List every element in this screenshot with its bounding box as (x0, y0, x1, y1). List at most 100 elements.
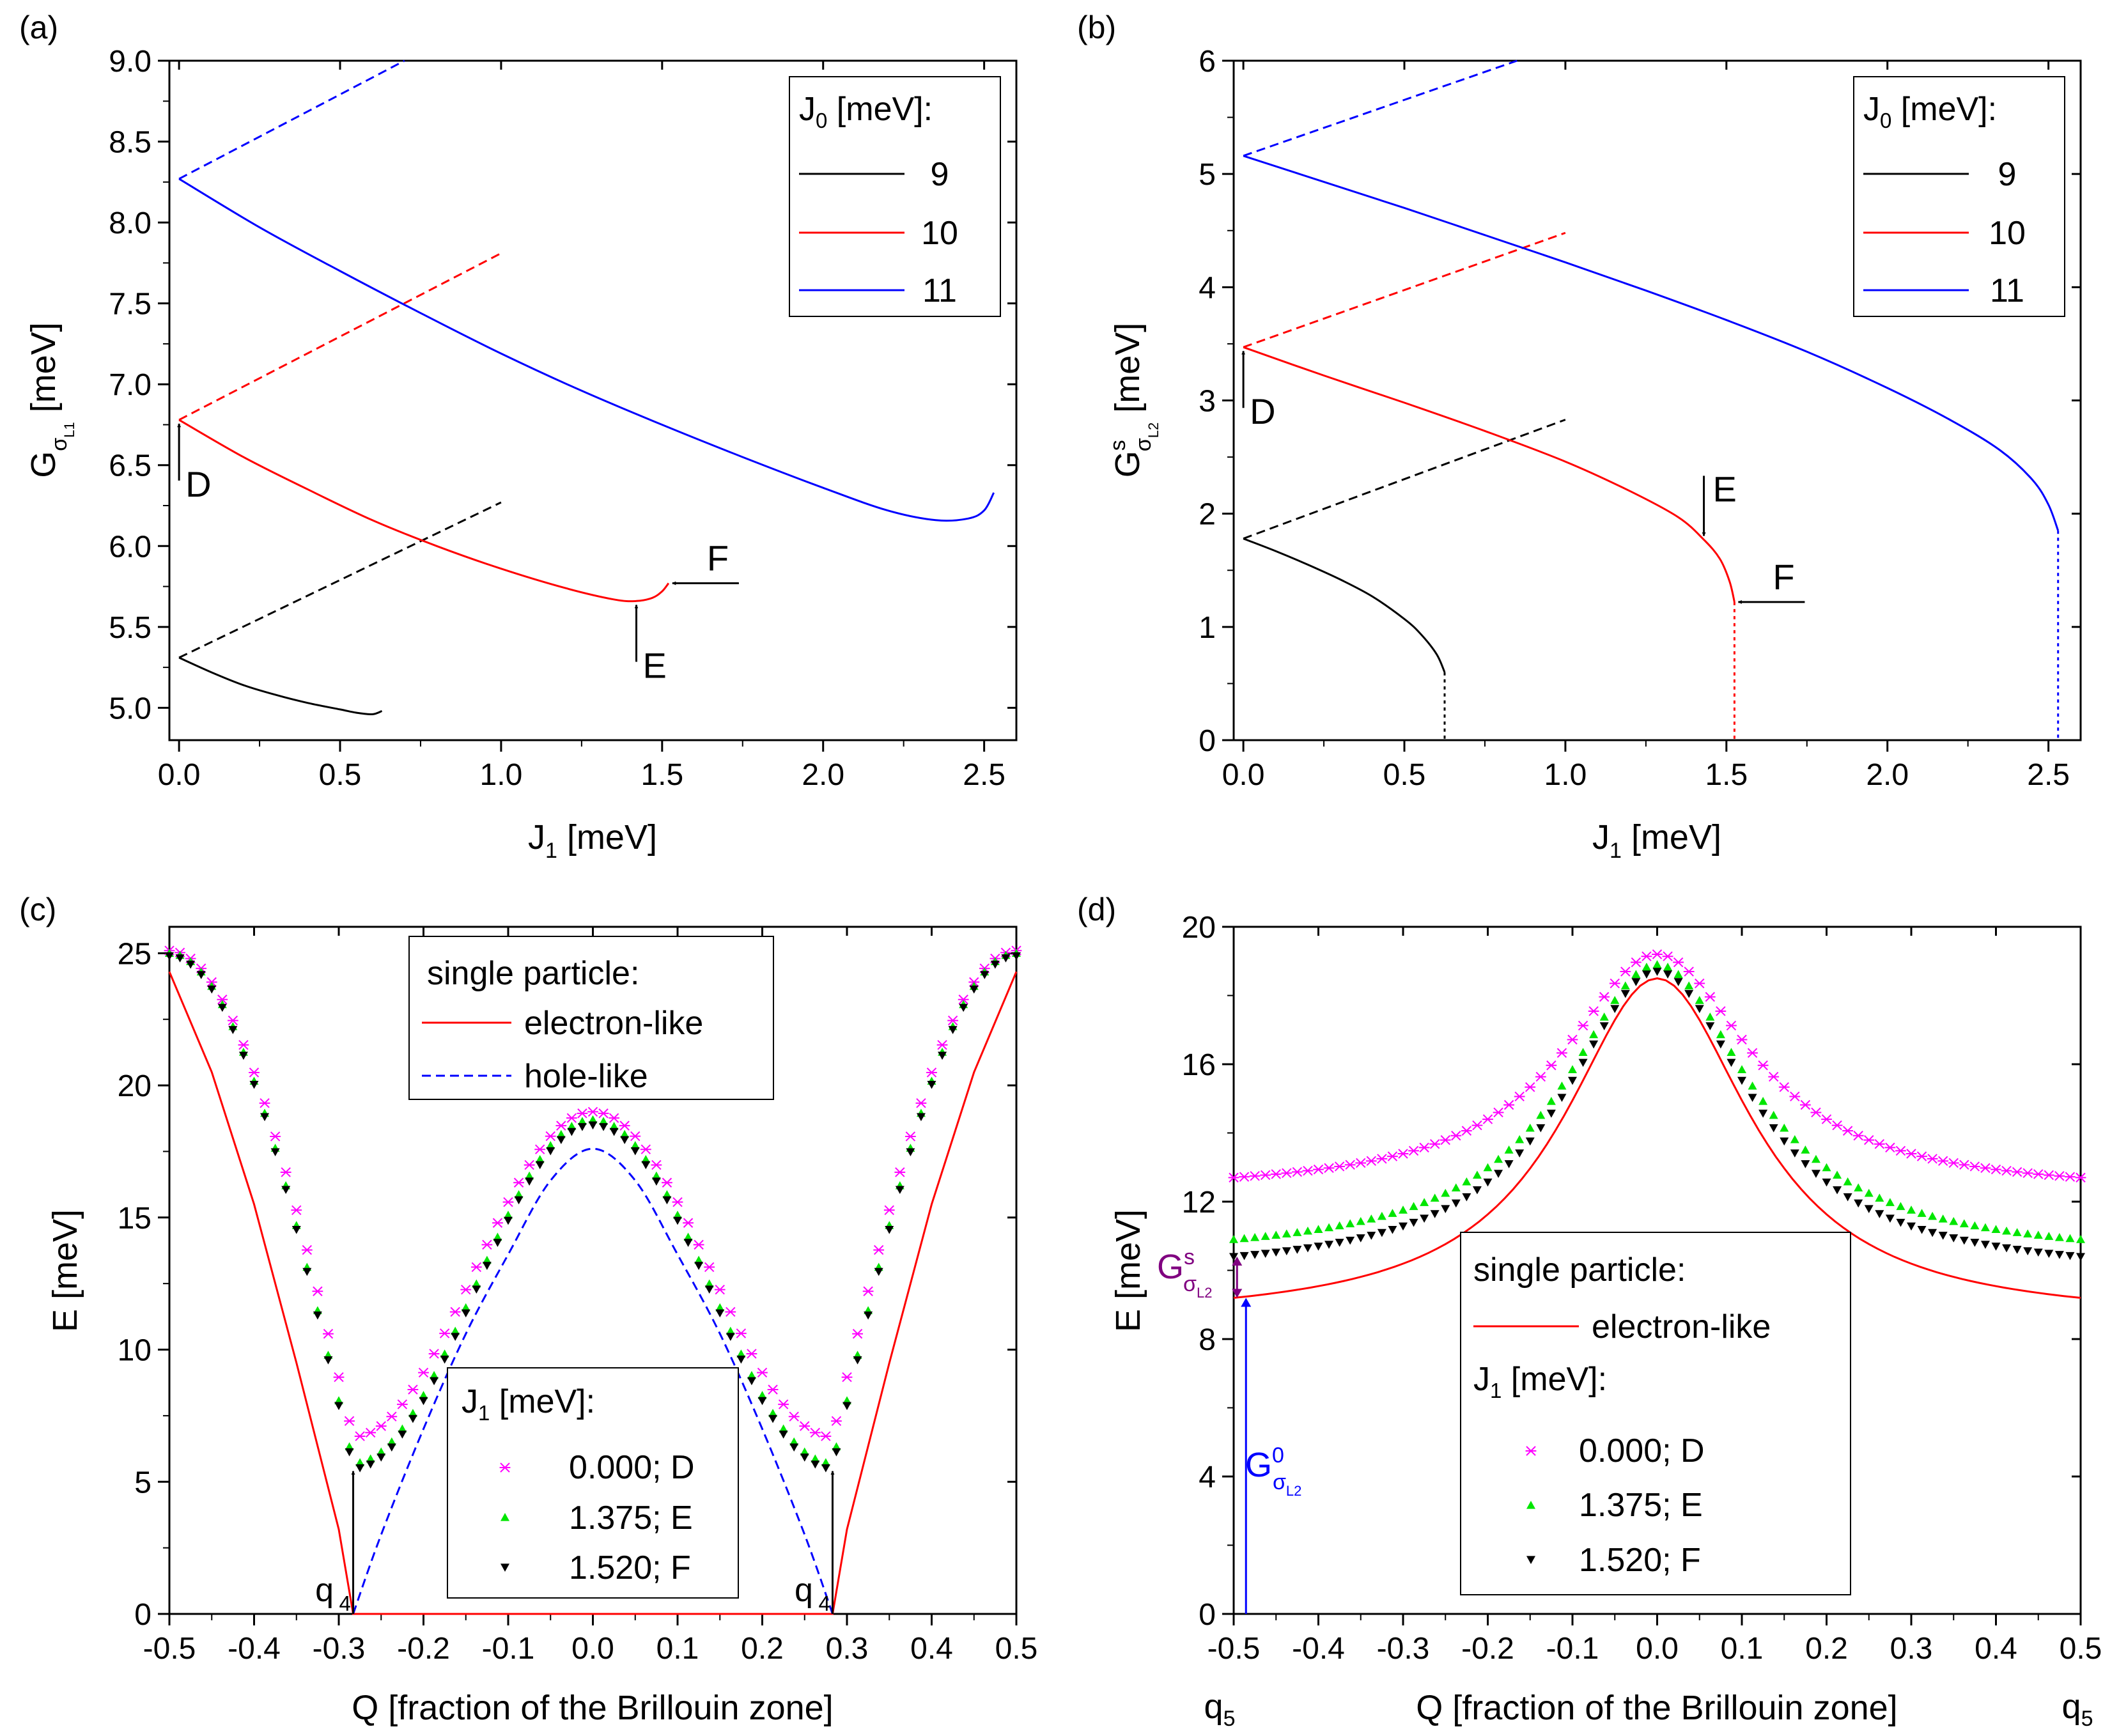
marker-d-1-19 (1430, 1193, 1440, 1202)
marker-c-0-22 (396, 1399, 408, 1409)
marker-d-0-1 (1239, 1172, 1250, 1182)
x-tick-label-c-5: 0.0 (571, 1632, 614, 1666)
marker-d-0-79 (2065, 1172, 2076, 1182)
marker-d-2-23 (1472, 1186, 1482, 1195)
marker-d-0-44 (1694, 978, 1705, 989)
marker-d-1-60 (1864, 1188, 1874, 1197)
y-tick-label-a-4: 7.0 (109, 368, 151, 402)
marker-d-0-10 (1334, 1161, 1346, 1172)
marker-c-2-66 (864, 1311, 873, 1320)
marker-d-1-79 (2065, 1234, 2075, 1243)
marker-d-1-78 (2054, 1233, 2064, 1241)
marker-d-2-27 (1515, 1149, 1525, 1158)
marker-c-1-20 (376, 1447, 386, 1456)
marker-c-1-59 (789, 1437, 799, 1446)
y-tick-label-a-6: 8.0 (109, 206, 151, 240)
marker-d-0-53 (1789, 1091, 1801, 1102)
marker-d-2-65 (1917, 1225, 1927, 1234)
marker-d-1-46 (1716, 1030, 1725, 1039)
marker-d-2-14 (1377, 1228, 1386, 1237)
x-tick-label-d-3: -0.2 (1461, 1632, 1514, 1666)
marker-d-1-42 (1673, 970, 1683, 979)
marker-d-0-8 (1313, 1164, 1324, 1175)
x-tick-label-c-1: -0.4 (228, 1632, 281, 1666)
marker-c-0-49 (683, 1218, 694, 1228)
marker-c-2-65 (853, 1356, 862, 1365)
marker-d-0-70 (1969, 1161, 1980, 1172)
marker-d-0-21 (1450, 1131, 1462, 1141)
marker-d-2-44 (1695, 1005, 1704, 1014)
annotation-label-b-0: D (1250, 391, 1275, 431)
marker-d-1-21 (1451, 1183, 1461, 1191)
marker-c-0-64 (841, 1372, 853, 1383)
marker-c-0-37 (555, 1120, 567, 1131)
marker-d-0-35 (1599, 991, 1610, 1002)
x-tick-label-b-5: 2.5 (2027, 758, 2070, 792)
marker-d-1-50 (1758, 1096, 1768, 1105)
marker-d-0-28 (1525, 1082, 1536, 1092)
marker-d-2-50 (1758, 1110, 1768, 1118)
marker-c-2-21 (387, 1443, 396, 1452)
marker-d-2-32 (1568, 1076, 1577, 1085)
marker-d-2-72 (1991, 1243, 2001, 1251)
marker-c-0-17 (344, 1416, 355, 1426)
marker-d-1-40 (1652, 960, 1662, 968)
marker-d-1-7 (1303, 1226, 1312, 1235)
y-axis-label-a: GσL1 [meV] (24, 322, 77, 478)
marker-d-2-40 (1652, 968, 1662, 976)
marker-c-0-13 (301, 1244, 313, 1255)
marker-d-1-69 (1959, 1219, 1969, 1228)
marker-d-2-68 (1949, 1234, 1959, 1243)
marker-c-2-34 (525, 1177, 534, 1186)
x-axis-ticks-c: -0.5 -0.4 -0.3 -0.2 -0.1 0.0 0.1 0.2 0.3 0.4 0.5 (143, 927, 1037, 1666)
marker-d-2-29 (1536, 1124, 1546, 1133)
y-axis-label-b: GsσL2 [meV] (1106, 323, 1161, 478)
x-tick-label-c-8: 0.3 (826, 1632, 869, 1666)
marker-c-1-30 (482, 1255, 492, 1264)
y-axis-label-d: E [meV] (1109, 1209, 1147, 1332)
marker-d-0-18 (1418, 1142, 1430, 1153)
marker-c-2-55 (747, 1377, 756, 1386)
marker-c-1-35 (535, 1154, 545, 1163)
marker-d-0-4 (1270, 1169, 1282, 1179)
marker-c-1-19 (366, 1454, 375, 1462)
marker-d-1-72 (1991, 1225, 2001, 1234)
marker-d-1-0 (1229, 1235, 1238, 1243)
y-tick-label-a-8: 9.0 (109, 45, 151, 79)
marker-c-2-67 (874, 1267, 883, 1276)
marker-d-0-59 (1852, 1131, 1864, 1141)
marker-d-1-57 (1833, 1170, 1842, 1179)
marker-c-2-15 (323, 1356, 333, 1365)
marker-d-1-38 (1631, 970, 1641, 979)
marker-c-2-61 (811, 1461, 820, 1469)
marker-c-2-23 (408, 1414, 417, 1423)
annotation-label-a-0: D (185, 464, 211, 504)
marker-d-1-6 (1292, 1228, 1302, 1236)
marker-d-1-15 (1388, 1209, 1397, 1217)
legend-label-a-9: 9 (931, 156, 949, 193)
marker-c-0-50 (693, 1239, 704, 1250)
marker-d-1-33 (1578, 1048, 1588, 1056)
x-tick-label-d-8: 0.3 (1890, 1632, 1933, 1666)
marker-d-1-44 (1695, 996, 1704, 1004)
marker-d-0-67 (1937, 1156, 1949, 1166)
marker-c-2-4 (207, 985, 217, 994)
marker-d-1-66 (1928, 1211, 1937, 1220)
marker-c-2-17 (345, 1448, 354, 1457)
g0-label: G0 σL2 (1245, 1443, 1301, 1499)
marker-c-0-14 (312, 1286, 323, 1296)
y-tick-label-b-2: 2 (1199, 498, 1216, 532)
marker-d-1-51 (1769, 1110, 1778, 1119)
y-tick-label-c-0: 0 (134, 1598, 151, 1632)
marker-c-0-38 (566, 1113, 577, 1123)
series-line-a-5 (178, 59, 405, 180)
marker-d-2-49 (1748, 1094, 1757, 1102)
marker-c-0-66 (862, 1286, 874, 1296)
legend-title2-d: J1 [meV]: (1473, 1361, 1607, 1402)
marker-c-0-35 (534, 1144, 546, 1154)
marker-c-1-56 (757, 1391, 767, 1399)
marker-c-0-36 (545, 1131, 556, 1142)
marker-d-1-74 (2012, 1228, 2022, 1236)
marker-d-1-70 (1970, 1221, 1980, 1230)
marker-d-0-41 (1662, 951, 1673, 961)
